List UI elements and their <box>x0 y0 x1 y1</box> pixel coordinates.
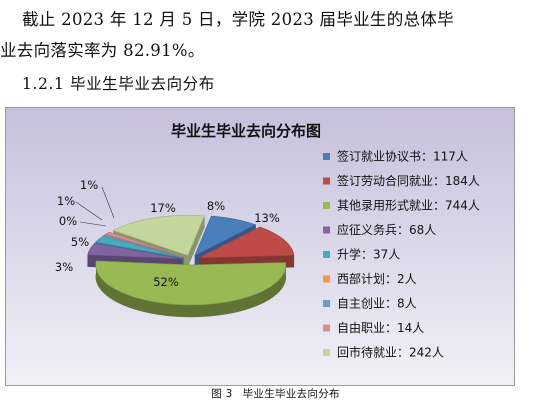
legend-swatch <box>323 226 330 234</box>
pie-slice <box>87 242 183 260</box>
legend-label: 签订就业协议书：117人 <box>337 149 468 164</box>
label-leader-line <box>101 186 115 219</box>
figure-caption: 图 3 毕业生毕业去向分布 <box>0 386 551 401</box>
caption-text: 毕业生毕业去向分布 <box>242 388 340 400</box>
pie-chart-frame: 毕业生毕业去向分布图 8% 13% 52% 5% 3% 0% 1% 1% 17% 签订就业协议书… <box>5 107 515 386</box>
pie-data-label: 8% <box>207 199 225 213</box>
pie-slice <box>95 260 287 306</box>
legend-label: 自主创业：8人 <box>337 297 417 311</box>
legend-label: 升学：37人 <box>337 247 400 262</box>
legend-swatch <box>323 177 330 185</box>
legend-label: 签订劳动合同就业：184人 <box>337 173 480 188</box>
legend-swatch <box>323 202 330 209</box>
section-heading: 1.2.1 毕业生毕业去向分布 <box>22 75 215 93</box>
pie-data-label: 13% <box>254 211 280 225</box>
pie-data-label: 0% <box>59 214 77 228</box>
pie-slice <box>198 226 295 259</box>
summary-line-2: 业去向落实率为 82.91%。 <box>0 41 205 60</box>
pie-slice-tops <box>87 215 295 306</box>
pie-data-label: 1% <box>57 194 75 208</box>
legend-label: 自由职业：14人 <box>337 321 424 335</box>
label-leader-line <box>75 201 103 221</box>
pie-data-label: 5% <box>71 235 89 249</box>
legend-swatch <box>323 153 330 160</box>
label-leader-line <box>79 221 107 227</box>
caption-label: 图 3 <box>211 388 233 400</box>
pie-slice-face <box>187 215 205 268</box>
pie-chart: 毕业生毕业去向分布图 8% 13% 52% 5% 3% 0% 1% 1% 17% 签订就业协议书… <box>6 108 514 385</box>
chart-legend: 签订就业协议书：117人签订劳动合同就业：184人其他录用形式就业：744人应征… <box>323 149 480 360</box>
pie-data-label: 17% <box>150 201 176 215</box>
legend-swatch <box>323 300 330 307</box>
pie-slice <box>112 215 205 256</box>
legend-label: 其他录用形式就业：744人 <box>337 199 480 213</box>
summary-line-1: 截止 2023 年 12 月 5 日，学院 2023 届毕业生的总体毕 <box>22 10 454 29</box>
legend-label: 西部计划：2人 <box>337 271 417 286</box>
legend-swatch <box>323 324 330 332</box>
pie-data-label: 3% <box>55 260 73 274</box>
pie-slice <box>94 235 184 258</box>
pie-data-label: 52% <box>153 275 179 289</box>
pie-data-label: 1% <box>80 178 98 192</box>
legend-swatch <box>323 251 330 258</box>
pie-data-labels: 8% 13% 52% 5% 3% 0% 1% 1% 17% <box>55 178 280 289</box>
pie-slice <box>105 231 184 258</box>
chart-title: 毕业生毕业去向分布图 <box>171 122 321 140</box>
legend-label: 回市待就业：242人 <box>337 345 444 360</box>
pie-slice <box>194 215 257 257</box>
legend-swatch <box>323 275 330 283</box>
legend-label: 应征义务兵：68人 <box>337 222 436 237</box>
legend-swatch <box>323 349 330 356</box>
